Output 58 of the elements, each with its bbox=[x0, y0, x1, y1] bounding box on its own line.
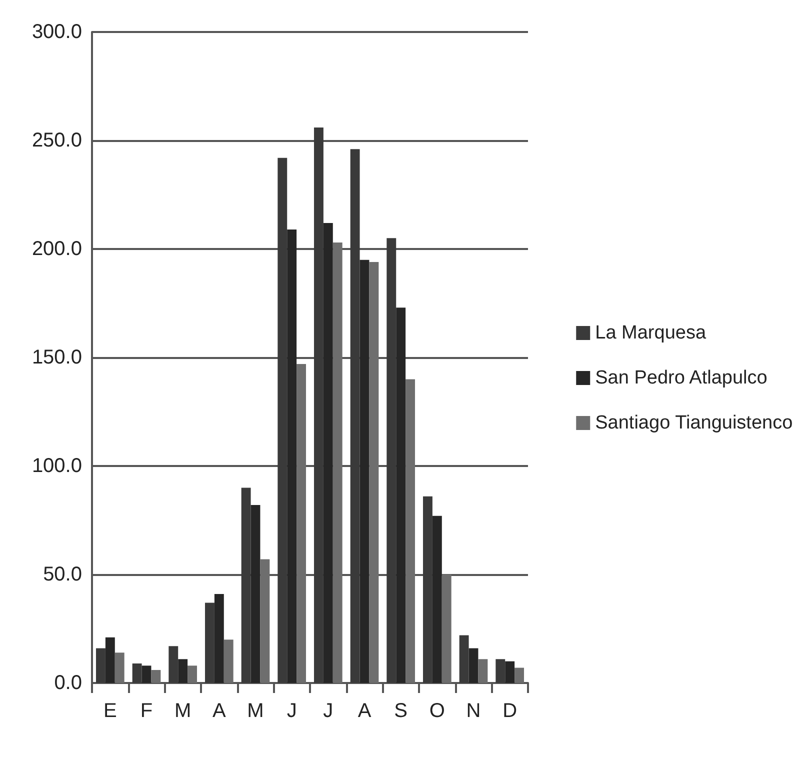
bar bbox=[422, 496, 432, 683]
bar bbox=[151, 670, 161, 683]
bar bbox=[514, 668, 524, 683]
y-tick-label: 0.0 bbox=[54, 672, 82, 694]
x-tick-label: M bbox=[174, 700, 192, 722]
x-tick-label: A bbox=[212, 700, 226, 722]
x-tick-label: A bbox=[358, 700, 372, 722]
y-tick-label: 200.0 bbox=[32, 238, 82, 260]
x-tick-label: J bbox=[323, 700, 334, 722]
bar bbox=[442, 574, 452, 683]
x-tick-label: O bbox=[429, 700, 445, 722]
y-tick-label: 100.0 bbox=[32, 455, 82, 477]
y-tick-label: 300.0 bbox=[32, 21, 82, 43]
bar bbox=[114, 652, 124, 683]
bar bbox=[224, 640, 234, 683]
bar bbox=[142, 666, 152, 683]
y-tick-label: 50.0 bbox=[43, 564, 82, 586]
bar bbox=[386, 238, 396, 683]
bar bbox=[214, 594, 224, 683]
bar bbox=[406, 379, 416, 683]
bar bbox=[168, 646, 178, 683]
bar bbox=[432, 516, 442, 683]
x-tick-label: S bbox=[394, 700, 408, 722]
bar bbox=[505, 661, 515, 683]
bar bbox=[314, 127, 324, 683]
legend-label: La Marquesa bbox=[595, 322, 706, 344]
y-tick-label: 150.0 bbox=[32, 346, 82, 368]
bar bbox=[178, 659, 188, 683]
bar bbox=[369, 262, 379, 683]
bar bbox=[241, 488, 251, 683]
bar bbox=[396, 308, 406, 683]
x-tick-label: J bbox=[286, 700, 297, 722]
bar bbox=[468, 648, 478, 683]
x-tick-label: D bbox=[502, 700, 518, 722]
bar bbox=[105, 637, 115, 683]
bar bbox=[132, 663, 142, 683]
bar bbox=[278, 158, 288, 683]
bar bbox=[188, 666, 198, 683]
x-tick-label: M bbox=[247, 700, 264, 722]
legend-label: San Pedro Atlapulco bbox=[595, 368, 768, 388]
bar bbox=[260, 559, 270, 683]
x-tick-label: F bbox=[140, 700, 153, 722]
bar bbox=[96, 648, 106, 683]
x-tick-label: N bbox=[466, 700, 481, 722]
bar bbox=[296, 364, 306, 683]
bar bbox=[459, 635, 469, 683]
y-tick-label: 250.0 bbox=[32, 130, 82, 152]
bar bbox=[250, 505, 260, 683]
bar bbox=[287, 229, 297, 683]
bar bbox=[204, 602, 214, 683]
bar bbox=[478, 659, 488, 683]
x-tick-label: E bbox=[103, 700, 117, 722]
bar bbox=[496, 659, 506, 683]
bar bbox=[332, 242, 342, 683]
bar bbox=[323, 222, 333, 683]
bar bbox=[350, 149, 360, 683]
bar bbox=[360, 260, 370, 683]
legend-label: Santiago Tianguistenco bbox=[595, 412, 793, 434]
